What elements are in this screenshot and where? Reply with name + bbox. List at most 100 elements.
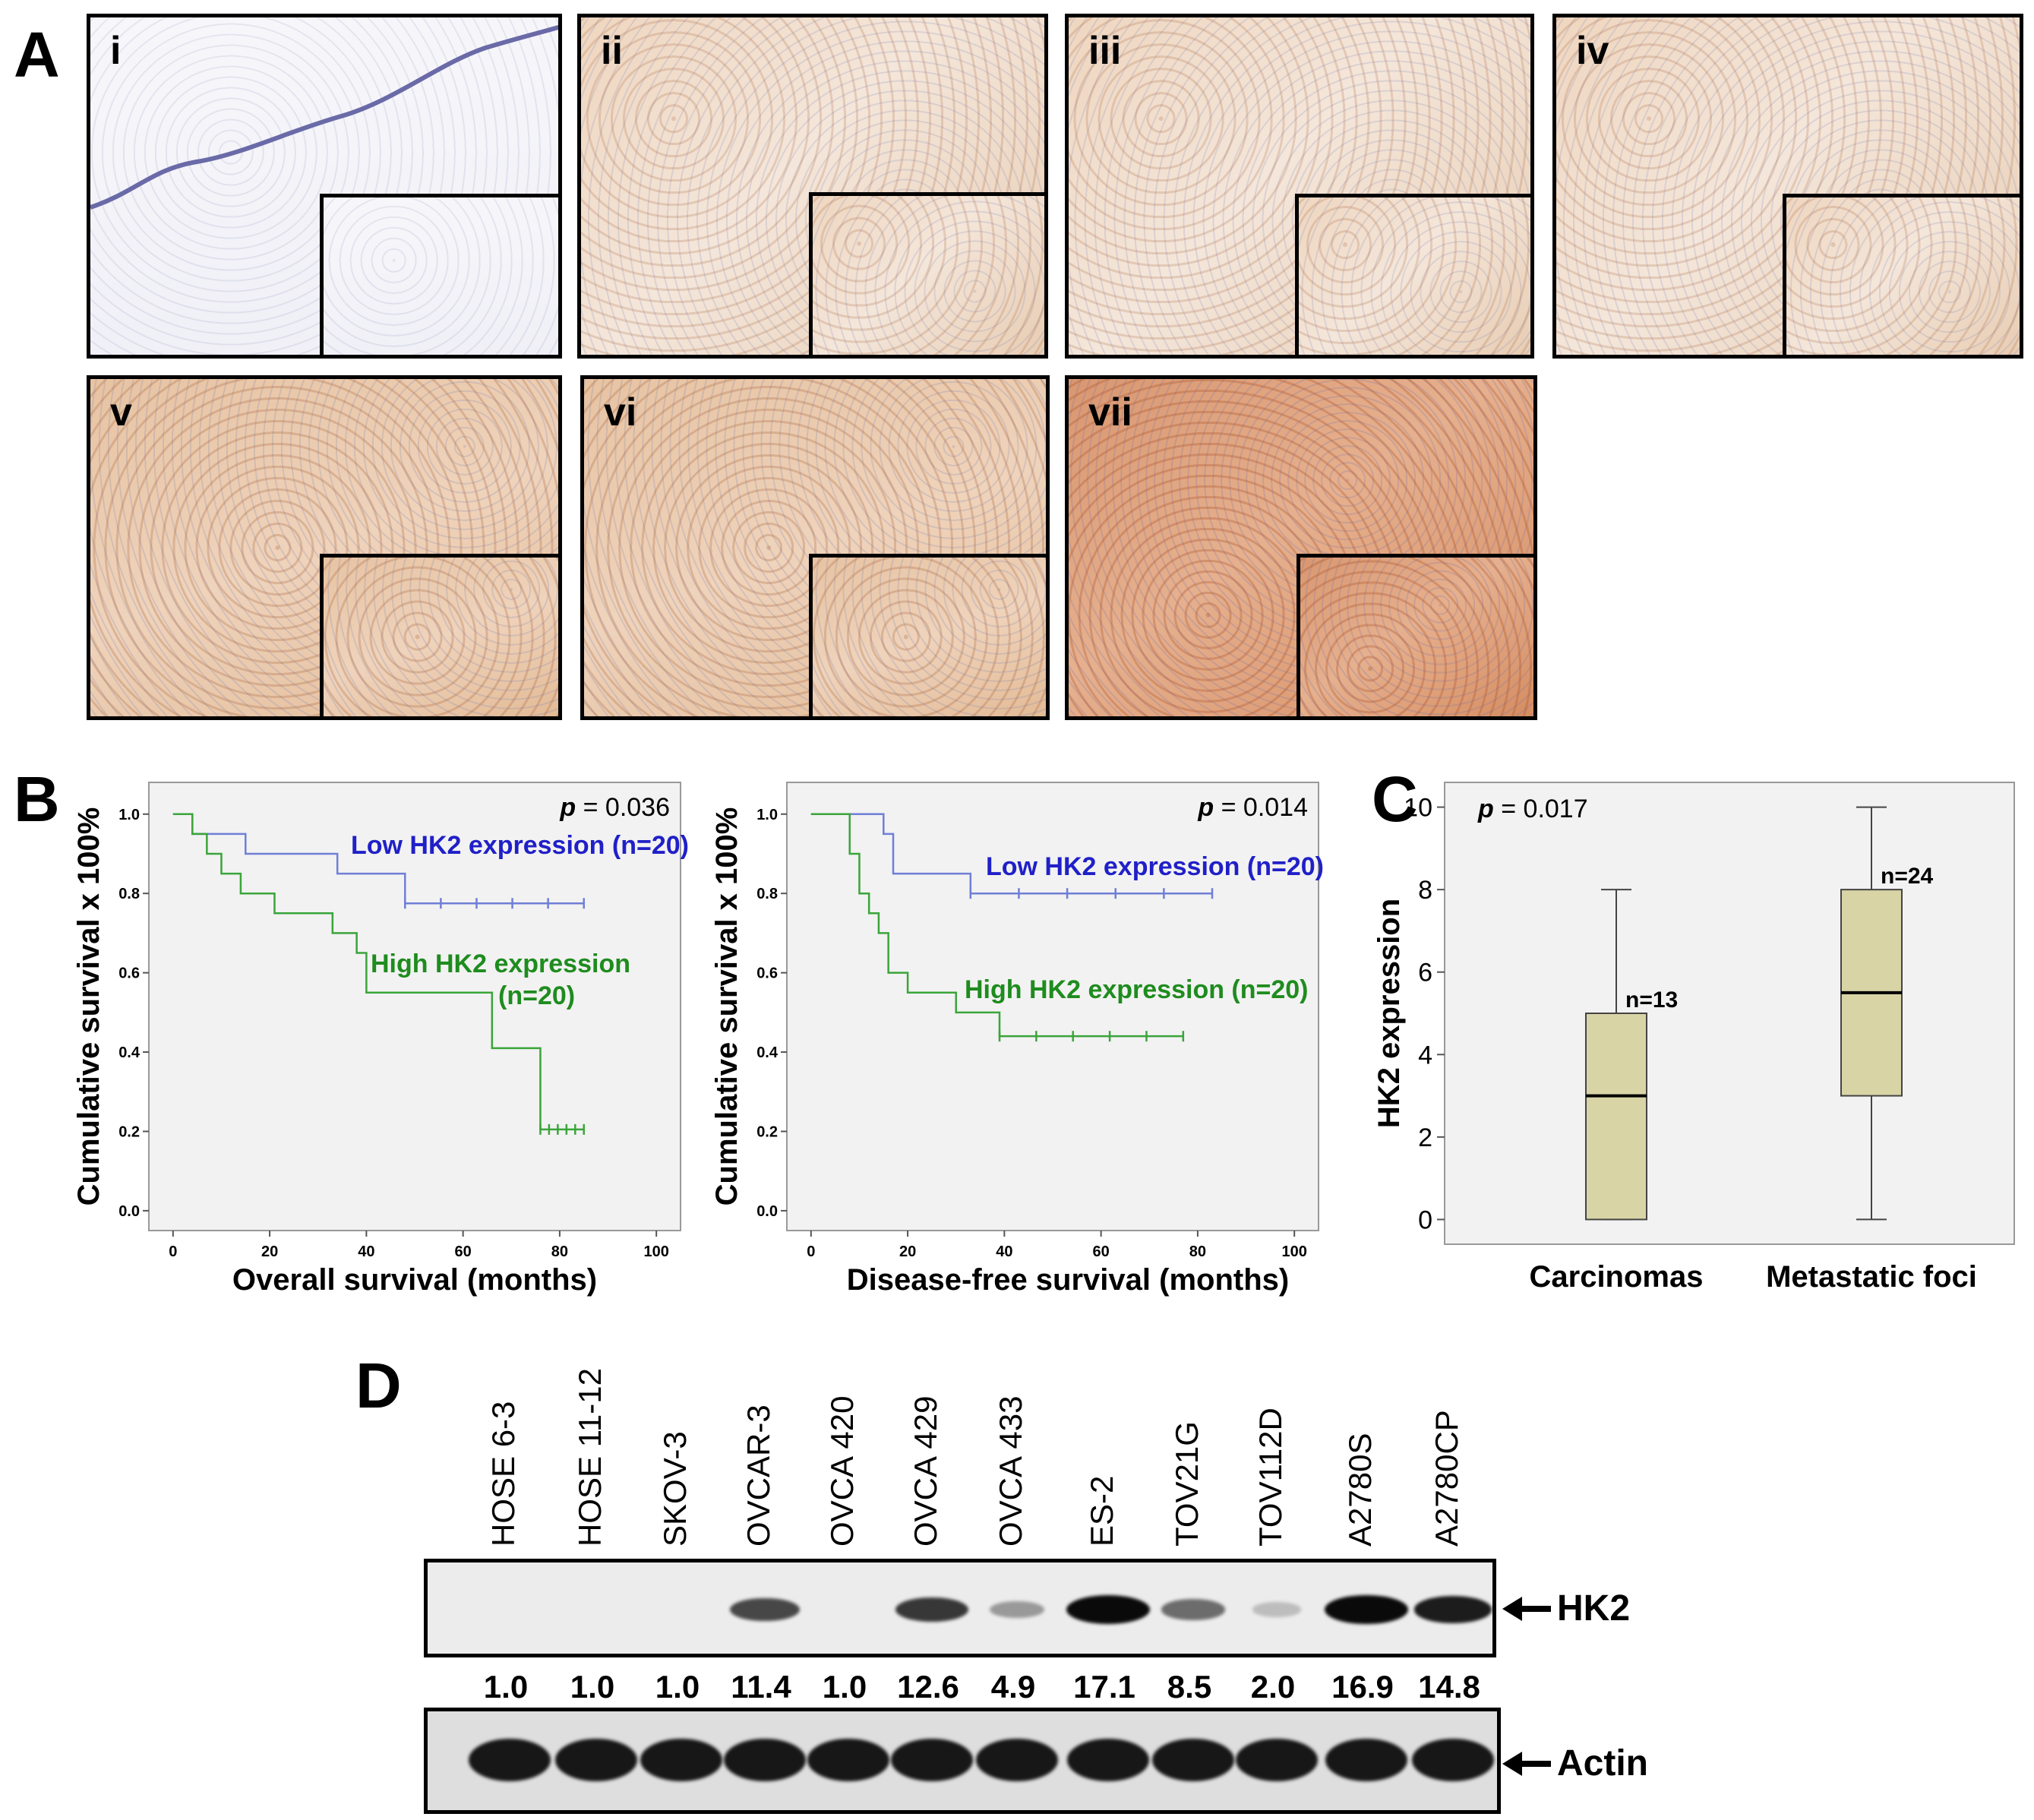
panel-c-letter: C [1372,763,1418,835]
x-tick-label: 100 [1281,1243,1306,1260]
p-value-number: = 0.014 [1214,793,1308,822]
sample-size-label: n=13 [1625,987,1678,1013]
hk2-arrow-icon [1502,1597,1551,1621]
actin-band [1412,1739,1494,1781]
plot-area [786,782,1319,1231]
actin-label: Actin [1557,1743,1648,1784]
y-tick-label: 10 [1404,794,1432,823]
lane-label: OVCA 429 [908,1395,943,1547]
x-tick-label: 60 [455,1243,472,1260]
ihc-label: iv [1576,29,1609,73]
lane-label: HOSE 6-3 [485,1401,521,1547]
ihc-image-i: i [87,14,562,359]
hk2-band [1066,1595,1150,1624]
density-ratio: 8.5 [1167,1669,1212,1705]
box [1585,1013,1647,1221]
density-ratio: 12.6 [897,1669,959,1705]
y-tick-label: 0.4 [756,1044,779,1061]
actin-band [891,1739,973,1781]
x-tick-label: 40 [358,1243,374,1260]
ihc-inset [809,192,1044,355]
hk2-band [1252,1602,1301,1617]
ihc-label: ii [601,29,623,73]
actin-band [469,1739,551,1781]
high-expression-label-n: (n=20) [498,981,575,1010]
ihc-inset [320,194,558,355]
lane-label: ES-2 [1084,1475,1120,1547]
lane-label: TOV112D [1252,1408,1288,1547]
lane-label: OVCAR-3 [741,1404,776,1547]
y-tick-label: 0.8 [118,886,140,902]
sample-size-label: n=24 [1881,864,1934,889]
actin-band [976,1739,1058,1781]
density-ratio: 1.0 [655,1669,700,1705]
lane-label: A2780S [1342,1433,1378,1547]
density-ratio: 16.9 [1331,1669,1394,1705]
x-axis-label: Disease-free survival (months) [847,1263,1289,1297]
density-ratio: 17.1 [1073,1669,1135,1705]
actin-arrow-icon [1502,1752,1551,1776]
y-tick-label: 0.6 [118,965,140,982]
y-tick-label: 0.4 [118,1044,141,1061]
x-tick-label: 20 [261,1243,278,1260]
ihc-inset [320,554,558,716]
x-tick-label: 80 [1189,1243,1206,1260]
p-value-symbol: p [1477,795,1494,823]
hk2-band [895,1597,968,1623]
hk2-band [659,1603,704,1616]
hk2-blot [424,1559,1496,1657]
high-expression-label: High HK2 expression [371,949,630,978]
actin-band [640,1739,722,1781]
y-tick-label: 0.0 [118,1203,140,1220]
y-axis-label: HK2 expression [1375,899,1406,1128]
y-tick-label: 2 [1418,1123,1432,1152]
ihc-label: vii [1088,390,1132,434]
ihc-inset [809,554,1046,716]
x-tick-label: 60 [1093,1243,1110,1260]
ihc-image-vi: vi [580,375,1050,720]
plot-area [148,782,681,1231]
density-ratio: 14.8 [1418,1669,1480,1705]
ihc-inset [1783,194,2020,355]
lane-label: OVCA 420 [824,1395,860,1547]
hk2-label: HK2 [1557,1588,1631,1629]
hk2-band [1161,1599,1225,1620]
hk2-band [1413,1596,1492,1623]
ihc-label: v [110,390,132,434]
density-ratio: 1.0 [570,1669,615,1705]
lane-label: SKOV-3 [657,1431,693,1547]
actin-band [724,1739,806,1781]
y-tick-label: 1.0 [756,807,778,823]
hk2-band [1325,1595,1408,1624]
p-value-number: = 0.036 [576,793,670,822]
hk2-band [487,1603,532,1616]
panel-d-letter: D [355,1350,402,1421]
high-expression-curve [172,813,584,1131]
y-tick-label: 1.0 [118,807,140,823]
km-chart-overall: 0.0 0.2 0.4 0.6 0.8 1.0 0 20 40 60 80 100 Cumulative… [73,782,689,1297]
p-value: p = 0.017 [1477,795,1588,823]
actin-band [1152,1739,1234,1781]
hk2-band [826,1603,871,1616]
panel-a-letter: A [14,19,60,90]
lane-label: TOV21G [1169,1421,1205,1547]
ihc-label: iii [1088,29,1122,73]
y-tick-label: 8 [1418,876,1432,905]
hk2-band [989,1600,1045,1619]
y-tick-label: 0 [1418,1205,1432,1234]
lane-label: A2780CP [1429,1410,1464,1547]
p-value-number: = 0.017 [1494,795,1588,823]
actin-band [1067,1739,1149,1781]
ihc-label: i [110,29,122,73]
panel-b-letter: B [14,763,60,835]
x-tick-label: 0 [169,1243,177,1260]
y-tick-label: 0.2 [118,1123,140,1140]
category-label: Metastatic foci [1766,1260,1977,1294]
ihc-image-iv: iv [1552,14,2023,359]
high-expression-label: High HK2 expression (n=20) [965,975,1309,1004]
x-tick-label: 100 [643,1243,668,1260]
box-plot-hk2: 0 2 4 6 8 10 HK2 expression p = 0.017 n=13 Carcin… [1375,782,2015,1294]
p-value: p = 0.014 [1197,793,1308,822]
plot-area [1444,782,2015,1245]
hk2-band [729,1597,801,1622]
